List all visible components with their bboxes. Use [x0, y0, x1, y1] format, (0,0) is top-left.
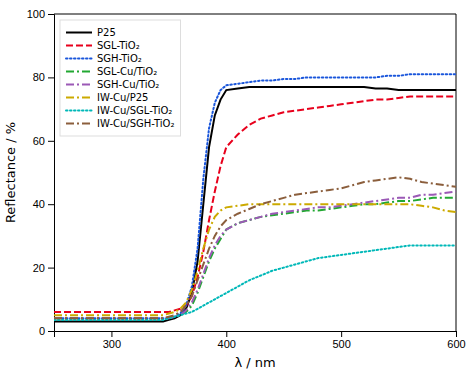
legend-item: IW-Cu/SGH-TiO₂	[66, 118, 175, 129]
series-line	[54, 74, 456, 318]
legend-box	[60, 20, 181, 136]
x-tick: 500	[332, 331, 350, 350]
y-tick-label: 100	[27, 8, 45, 20]
legend-swatch	[66, 97, 92, 99]
y-tick: 20	[33, 262, 54, 274]
y-tick-label: 80	[33, 71, 45, 83]
y-tick: 0	[39, 325, 54, 337]
y-tick-mark	[48, 204, 54, 205]
y-tick-mark	[48, 331, 54, 332]
series-line	[54, 245, 456, 319]
legend-swatch	[66, 71, 92, 73]
y-axis-line	[48, 15, 55, 332]
series-line	[54, 192, 456, 319]
legend-label: SGL-Cu/TiO₂	[97, 66, 157, 77]
y-tick: 100	[27, 8, 54, 20]
y-tick: 40	[33, 198, 54, 210]
y-tick-label: 40	[33, 198, 45, 210]
x-tick-label: 400	[218, 338, 236, 350]
y-tick-label: 0	[39, 325, 45, 337]
frame-line	[456, 14, 457, 331]
legend-item: P25	[66, 27, 116, 38]
series-line	[54, 177, 456, 318]
plot: 300 400 500 600 0 20 40 60 80 100 P25 SGL-TiO₂ SGH-T…	[27, 8, 466, 350]
y-tick-mark	[48, 14, 54, 15]
x-axis-line	[55, 332, 457, 338]
y-tick: 80	[33, 71, 54, 83]
legend-label: IW-Cu/SGL-TiO₂	[97, 105, 172, 116]
legend-item: IW-Cu/SGL-TiO₂	[66, 105, 172, 116]
legend-label: IW-Cu/SGH-TiO₂	[97, 118, 175, 129]
x-axis: 300 400 500 600	[55, 331, 466, 350]
legend-label: SGH-TiO₂	[97, 53, 142, 64]
legend-item: SGH-Cu/TiO₂	[66, 79, 159, 90]
legend-label: SGL-TiO₂	[97, 40, 140, 51]
legend-swatch	[66, 58, 92, 60]
legend-item: IW-Cu/P25	[66, 92, 148, 103]
chart: 300 400 500 600 0 20 40 60 80 100 P25 SGL-TiO₂ SGH-T…	[0, 0, 474, 377]
legend-item: SGL-Cu/TiO₂	[66, 66, 157, 77]
legend-swatch	[66, 84, 92, 86]
y-tick-mark	[48, 77, 54, 78]
y-tick-label: 20	[33, 262, 45, 274]
x-tick: 300	[103, 331, 121, 350]
x-tick-mark	[226, 331, 227, 337]
lines	[54, 74, 456, 321]
y-tick-label: 60	[33, 135, 45, 147]
legend-swatch	[66, 123, 92, 125]
legend-swatch	[66, 45, 92, 47]
x-axis-title: λ / nm	[234, 355, 275, 370]
y-tick-mark	[48, 141, 54, 142]
y-tick: 60	[33, 135, 54, 147]
legend-label: P25	[97, 27, 116, 38]
legend-swatch	[66, 110, 92, 112]
series-line	[54, 87, 456, 322]
y-axis: 0 20 40 60 80 100	[27, 8, 55, 337]
y-axis-title: Reflectance / %	[3, 122, 18, 223]
x-tick-mark	[341, 331, 342, 337]
series-line	[54, 198, 456, 318]
legend-item: SGL-TiO₂	[66, 40, 140, 51]
frame-line	[54, 14, 456, 15]
x-tick-label: 300	[103, 338, 121, 350]
legend-swatch	[66, 32, 92, 34]
y-tick-mark	[48, 268, 54, 269]
x-tick-label: 600	[447, 338, 465, 350]
x-tick: 400	[218, 331, 236, 350]
legend: P25 SGL-TiO₂ SGH-TiO₂ SGL-Cu/TiO₂ SGH-Cu/TiO…	[60, 20, 181, 136]
x-tick: 600	[447, 331, 465, 350]
legend-label: SGH-Cu/TiO₂	[97, 79, 159, 90]
legend-item: SGH-TiO₂	[66, 53, 142, 64]
x-tick-label: 500	[332, 338, 350, 350]
series-line	[54, 204, 456, 315]
x-tick-mark	[111, 331, 112, 337]
legend-label: IW-Cu/P25	[97, 92, 148, 103]
x-tick-mark	[456, 331, 457, 337]
